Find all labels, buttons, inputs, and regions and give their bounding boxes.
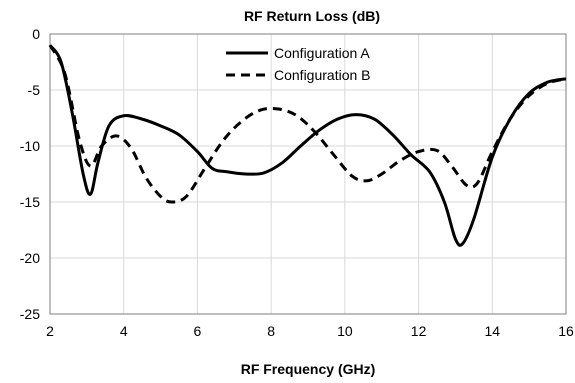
- series-lines: [48, 44, 567, 247]
- legend-label: Configuration A: [274, 45, 370, 61]
- x-axis-label: RF Frequency (GHz): [241, 361, 376, 377]
- x-tick-label: 6: [194, 323, 202, 339]
- x-tick-label: 16: [558, 323, 574, 339]
- y-tick-label: -5: [28, 82, 41, 98]
- x-tick-label: 14: [484, 323, 500, 339]
- x-tick-label: 10: [337, 323, 353, 339]
- x-tick-label: 2: [46, 323, 54, 339]
- x-tick-label: 12: [411, 323, 427, 339]
- y-tick-label: -15: [20, 194, 40, 210]
- series-line-configuration-b: [48, 44, 567, 204]
- y-tick-label: 0: [32, 26, 40, 42]
- legend-label: Configuration B: [274, 67, 371, 83]
- legend: Configuration A Configuration B: [226, 45, 371, 83]
- chart-title: RF Return Loss (dB): [244, 8, 380, 24]
- tick-labels: 2 4 6 8 10 12 14 16 0 -5 -10 -15 -20 -25: [20, 26, 574, 339]
- y-tick-label: -10: [20, 138, 40, 154]
- x-tick-label: 4: [120, 323, 128, 339]
- x-tick-label: 8: [267, 323, 275, 339]
- plot-frame: [49, 33, 567, 315]
- y-tick-label: -25: [20, 306, 40, 322]
- y-tick-label: -20: [20, 250, 40, 266]
